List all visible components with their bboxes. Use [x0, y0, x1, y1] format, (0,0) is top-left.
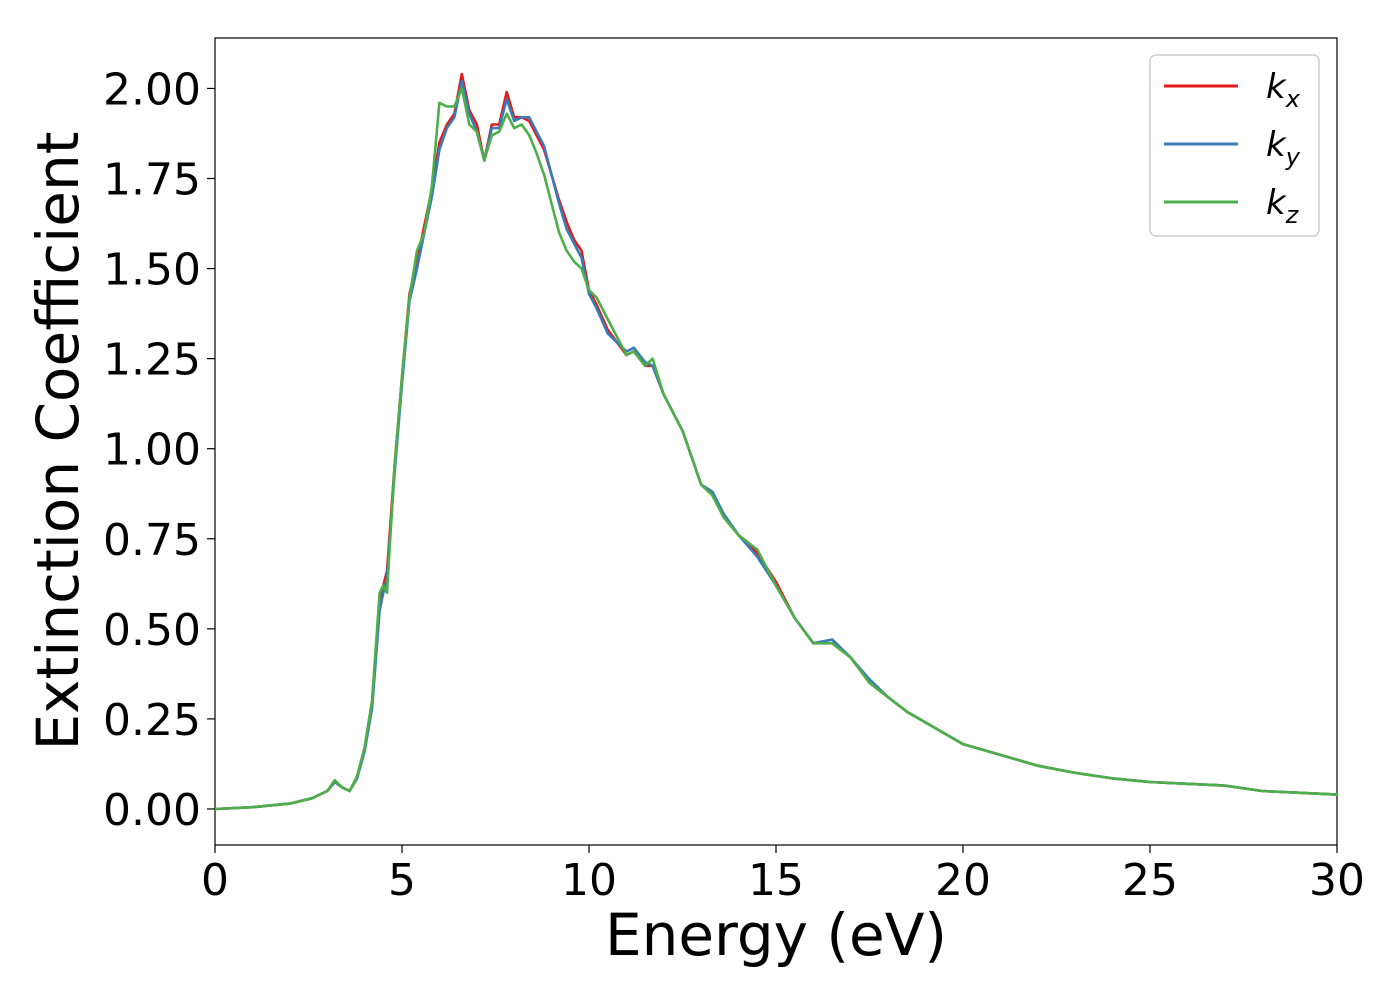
y-tick-label: 2.00 — [103, 64, 201, 115]
x-tick-label: 10 — [561, 855, 617, 906]
y-tick-label: 0.50 — [103, 605, 201, 656]
y-tick-label: 0.00 — [103, 785, 201, 836]
x-axis-title: Energy (eV) — [605, 901, 947, 969]
series-layer — [213, 72, 1339, 811]
y-tick-label: 1.50 — [103, 245, 201, 296]
x-tick-label: 5 — [388, 855, 416, 906]
y-tick-label: 1.75 — [103, 155, 201, 206]
x-tick-label: 20 — [935, 855, 991, 906]
y-tick-label: 0.25 — [103, 695, 201, 746]
y-tick-label: 1.25 — [103, 335, 201, 386]
x-tick-label: 25 — [1122, 855, 1178, 906]
series-line-z — [213, 87, 1339, 811]
x-tick-label: 30 — [1309, 855, 1365, 906]
y-axis: 0.00 0.25 0.50 0.75 1.00 1.25 1.50 1.75 2.00 — [103, 64, 215, 836]
x-tick-label: 15 — [748, 855, 804, 906]
y-tick-label: 1.00 — [103, 425, 201, 476]
y-axis-title: Extinction Coefficient — [24, 132, 92, 751]
y-tick-label: 0.75 — [103, 515, 201, 566]
x-axis: 0 5 10 15 20 25 30 — [201, 845, 1365, 906]
x-tick-label: 0 — [201, 855, 229, 906]
